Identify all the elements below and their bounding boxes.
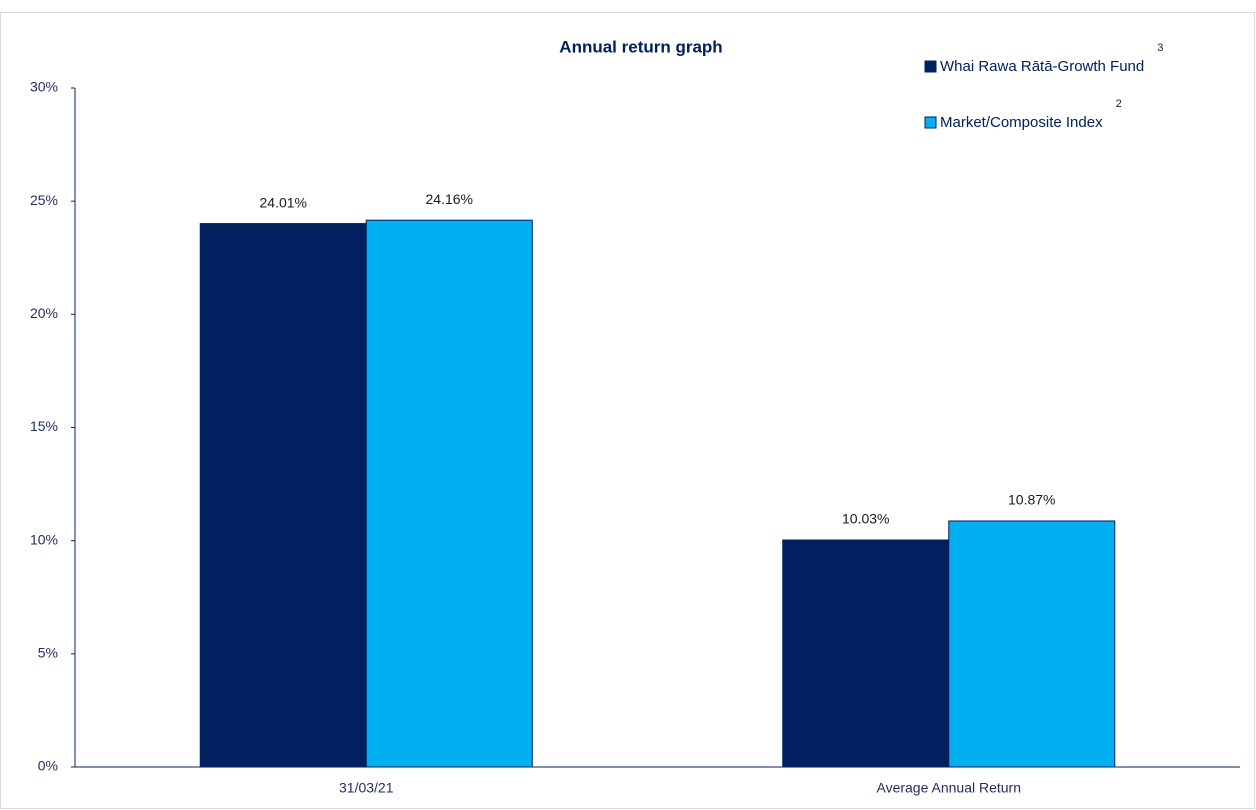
legend-footnote: 3 xyxy=(1157,42,1163,54)
data-label: 24.01% xyxy=(260,194,307,210)
data-label: 10.87% xyxy=(1008,492,1055,508)
data-label: 10.03% xyxy=(842,511,889,527)
legend-swatch xyxy=(924,60,937,73)
y-tick-label: 30% xyxy=(30,79,58,95)
data-label: 24.16% xyxy=(426,191,473,207)
legend-label: Market/Composite Index xyxy=(940,114,1103,131)
y-tick-label: 5% xyxy=(38,645,58,661)
legend-swatch xyxy=(924,116,937,129)
chart-title: Annual return graph xyxy=(559,37,722,56)
bar xyxy=(948,520,1116,768)
x-tick-label: Average Annual Return xyxy=(876,780,1021,796)
y-tick-label: 0% xyxy=(38,758,58,774)
bar xyxy=(365,219,533,768)
bar xyxy=(199,223,367,768)
bar xyxy=(782,539,950,768)
y-tick-label: 15% xyxy=(30,418,58,434)
y-tick-label: 20% xyxy=(30,305,58,321)
y-tick-label: 10% xyxy=(30,531,58,547)
legend-label: Whai Rawa Rātā-Growth Fund xyxy=(940,58,1144,75)
x-tick-label: 31/03/21 xyxy=(339,780,394,796)
legend-footnote: 2 xyxy=(1116,98,1122,110)
y-tick-label: 25% xyxy=(30,192,58,208)
